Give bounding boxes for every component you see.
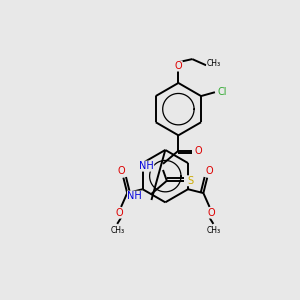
Text: O: O — [175, 61, 182, 71]
Text: NH: NH — [139, 161, 154, 171]
Text: O: O — [195, 146, 202, 156]
Text: O: O — [116, 208, 123, 218]
Text: S: S — [187, 176, 193, 186]
Text: O: O — [117, 166, 125, 176]
Text: NH: NH — [128, 191, 142, 201]
Text: CH₃: CH₃ — [207, 59, 221, 68]
Text: CH₃: CH₃ — [206, 226, 220, 235]
Text: O: O — [206, 166, 213, 176]
Text: CH₃: CH₃ — [110, 226, 124, 235]
Text: O: O — [207, 208, 215, 218]
Text: Cl: Cl — [218, 87, 227, 97]
